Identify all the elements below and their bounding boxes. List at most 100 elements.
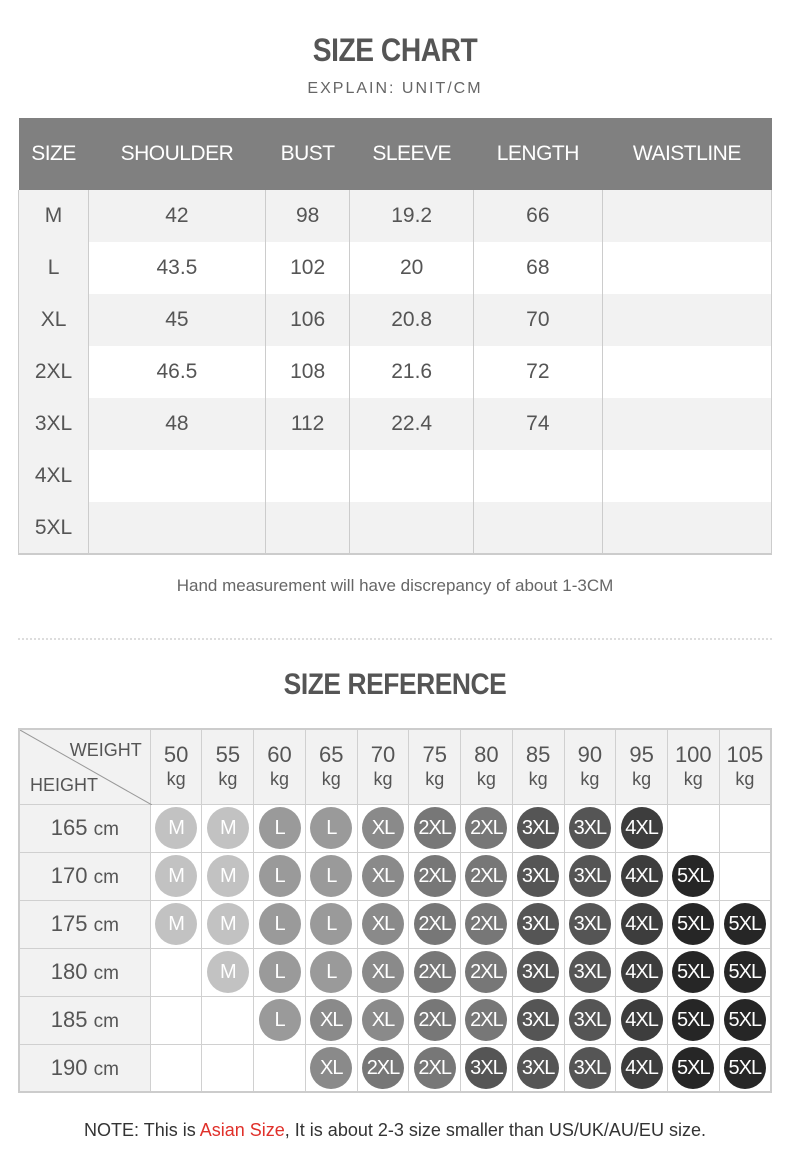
size-badge: 5XL [672, 855, 715, 897]
size-badge: 5XL [672, 999, 715, 1041]
size-cell: 2XL [408, 1043, 462, 1093]
size-cell: M [201, 803, 255, 853]
reference-row: 180 cm M L L XL 2XL 2XL 3XL 3XL 4XL 5XL 5XL [18, 947, 772, 997]
size-badge: 5XL [723, 999, 766, 1041]
weight-unit: kg [580, 768, 600, 789]
table-row: 5XL [17, 502, 773, 555]
size-cell [666, 803, 720, 853]
table-row: 4XL [17, 450, 773, 502]
weight-header: 105 kg [718, 728, 772, 805]
table-cell: 74 [472, 398, 603, 450]
size-badge: L [258, 951, 301, 993]
size-badge: 4XL [620, 999, 663, 1041]
size-cell: 3XL [511, 995, 565, 1045]
height-unit: cm [93, 867, 119, 888]
weight-value: 100 [674, 741, 712, 767]
size-cell: 4XL [615, 899, 668, 949]
size-badge: M [155, 903, 198, 945]
table-cell [472, 450, 603, 502]
size-cell: XL [356, 995, 410, 1045]
size-badge: L [258, 999, 301, 1041]
weight-value: 65 [319, 741, 344, 767]
size-cell: XL [356, 851, 410, 901]
size-cell [149, 1043, 203, 1093]
table-cell: 48 [88, 398, 266, 450]
size-badge: XL [361, 999, 404, 1041]
size-cell: 2XL [460, 995, 513, 1045]
size-cell: 2XL [460, 947, 513, 997]
size-badge: 2XL [413, 903, 456, 945]
size-cell: L [304, 851, 358, 901]
table-cell [601, 450, 773, 502]
size-badge: L [310, 855, 353, 897]
height-unit: cm [93, 1011, 119, 1032]
size-badge: 3XL [568, 1046, 611, 1089]
size-cell: 3XL [511, 899, 565, 949]
size-badge: 5XL [672, 951, 715, 993]
height-cell: 185 cm [18, 995, 151, 1045]
size-badge: L [310, 807, 353, 849]
weight-header: 65 kg [304, 728, 358, 805]
size-badge: M [206, 807, 249, 849]
size-cell: L [304, 947, 358, 997]
weight-value: 60 [267, 741, 292, 767]
size-cell: 3XL [563, 995, 617, 1045]
size-badge: 2XL [413, 855, 456, 897]
table-row: 2XL 46.5 108 21.6 72 [17, 346, 773, 398]
table-cell [601, 190, 773, 242]
size-cell [201, 995, 255, 1045]
weight-value: 85 [525, 741, 551, 767]
weight-header: 80 kg [460, 728, 513, 805]
size-cell: 3XL [511, 851, 565, 901]
size-cell: L [253, 947, 306, 997]
size-cell [253, 1043, 306, 1093]
table-cell [601, 294, 773, 346]
size-badge: XL [361, 903, 404, 945]
size-badge: 3XL [517, 855, 560, 897]
weight-value: 75 [422, 741, 447, 767]
table-cell: 2XL [17, 346, 90, 398]
size-cell: 5XL [718, 995, 772, 1045]
size-badge: 2XL [465, 903, 508, 945]
weight-value: 55 [215, 741, 241, 767]
weight-header: 60 kg [253, 728, 306, 805]
size-badge: L [258, 855, 301, 897]
size-cell: 2XL [460, 899, 513, 949]
note-suffix: , It is about 2-3 size smaller than US/U… [284, 1120, 706, 1140]
table-row: 3XL 48 112 22.4 74 [17, 398, 773, 450]
size-badge: 3XL [517, 1046, 560, 1089]
measurement-note: Hand measurement will have discrepancy o… [176, 576, 614, 595]
size-cell: XL [356, 803, 410, 853]
size-badge: 3XL [568, 999, 611, 1041]
size-badge: 3XL [517, 807, 560, 849]
size-badge: 3XL [568, 903, 611, 945]
size-chart-subtitle: EXPLAIN: UNIT/CM [307, 80, 483, 97]
height-label: HEIGHT [30, 774, 99, 795]
table-cell [601, 502, 773, 555]
size-badge: M [206, 903, 249, 945]
weight-unit: kg [425, 768, 445, 789]
table-cell [349, 502, 474, 555]
column-header: SIZE [18, 118, 89, 190]
size-cell: M [201, 899, 255, 949]
size-badge: L [258, 903, 301, 945]
table-cell: 68 [472, 242, 603, 294]
table-cell: 106 [264, 294, 351, 346]
size-cell: 3XL [563, 803, 617, 853]
reference-row: 190 cm XL 2XL 2XL 3XL 3XL 3XL 4XL 5XL 5XL [18, 1043, 772, 1093]
height-value: 175 [50, 911, 88, 936]
weight-unit: kg [270, 768, 290, 789]
section-divider [18, 638, 772, 640]
weight-header: 70 kg [356, 728, 410, 805]
table-cell [264, 450, 351, 502]
column-header: BUST [265, 118, 350, 190]
size-cell: 3XL [563, 851, 617, 901]
size-cell: 2XL [408, 947, 462, 997]
weight-header: 85 kg [511, 728, 565, 805]
weight-unit: kg [166, 768, 186, 789]
size-cell [149, 947, 203, 997]
size-cell: 4XL [615, 1043, 668, 1093]
weight-label: WEIGHT [69, 740, 142, 760]
weight-unit: kg [528, 768, 548, 789]
